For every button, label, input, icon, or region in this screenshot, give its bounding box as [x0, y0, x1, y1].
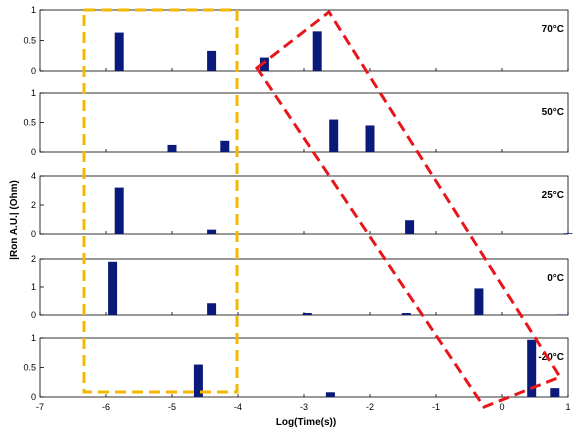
yellow-highlight-box: [82, 8, 239, 394]
x-tick-label: -4: [234, 402, 242, 412]
y-tick-label: 1: [31, 282, 36, 292]
y-tick-label: 1: [31, 5, 36, 15]
bar: [325, 392, 335, 397]
temperature-label: 70°C: [542, 24, 564, 35]
y-tick-label: 0: [31, 392, 36, 402]
bar: [550, 388, 560, 397]
bar: [329, 119, 339, 152]
y-tick-label: 2: [31, 200, 36, 210]
x-tick-label: -1: [432, 402, 440, 412]
panel-frame: [39, 92, 569, 153]
highlight-boxes: [82, 8, 563, 409]
temperature-label: 25°C: [542, 190, 564, 201]
panels: 0 0.5 1 70°C 0 0.5 1 50°C 0 2 4 25°C 0 1 2 0°C 0 0.5 1 -20°…: [23, 5, 573, 402]
bar: [167, 144, 177, 152]
bar: [207, 303, 217, 315]
panel-frame: [39, 337, 569, 398]
bar: [556, 314, 566, 315]
bar: [108, 261, 118, 315]
y-tick-label: 4: [31, 171, 36, 181]
y-axis-label: |Ron A.U.| (Ohm): [9, 180, 20, 260]
bar: [259, 57, 269, 71]
x-tick-label: 0: [499, 402, 504, 412]
y-tick-label: 0: [31, 229, 36, 239]
panel-2: 0 2 4 25°C: [31, 171, 573, 239]
bar: [365, 125, 375, 152]
bar: [401, 313, 411, 315]
panel-frame: [39, 258, 569, 316]
bar: [405, 220, 415, 234]
y-tick-label: 2: [31, 254, 36, 264]
bar: [220, 140, 230, 152]
bar: [207, 229, 217, 234]
panel-0: 0 0.5 1 70°C: [23, 5, 569, 76]
x-tick-label: -5: [168, 402, 176, 412]
panel-4: 0 0.5 1 -20°C: [23, 333, 569, 402]
x-tick-label: -7: [36, 402, 44, 412]
bar: [207, 50, 217, 71]
y-tick-label: 0: [31, 310, 36, 320]
x-tick-label: -6: [102, 402, 110, 412]
y-tick-label: 0: [31, 147, 36, 157]
temperature-label: 0°C: [547, 273, 564, 284]
x-tick-label: 1: [565, 402, 570, 412]
bar: [312, 31, 322, 72]
bar: [563, 233, 573, 234]
y-tick-label: 0.5: [23, 118, 36, 128]
temperature-label: -20°C: [538, 352, 564, 363]
x-axis-label: Log(Time(s)): [276, 417, 336, 428]
bar: [193, 364, 203, 397]
bar: [527, 339, 537, 397]
bar: [114, 187, 124, 234]
bar: [302, 313, 312, 315]
y-tick-label: 0.5: [23, 36, 36, 46]
x-tick-label: -2: [366, 402, 374, 412]
bar: [114, 32, 124, 71]
x-tick-label: -3: [300, 402, 308, 412]
x-tick-labels: -7 -6 -5 -4 -3 -2 -1 0 1: [36, 402, 571, 412]
panel-1: 0 0.5 1 50°C: [23, 88, 569, 157]
red-highlight-box: [254, 9, 563, 409]
temperature-label: 50°C: [542, 107, 564, 118]
y-tick-label: 1: [31, 333, 36, 343]
y-tick-label: 1: [31, 88, 36, 98]
y-tick-label: 0.5: [23, 363, 36, 373]
y-tick-label: 0: [31, 66, 36, 76]
panel-3: 0 1 2 0°C: [31, 254, 569, 320]
bar: [474, 288, 484, 315]
